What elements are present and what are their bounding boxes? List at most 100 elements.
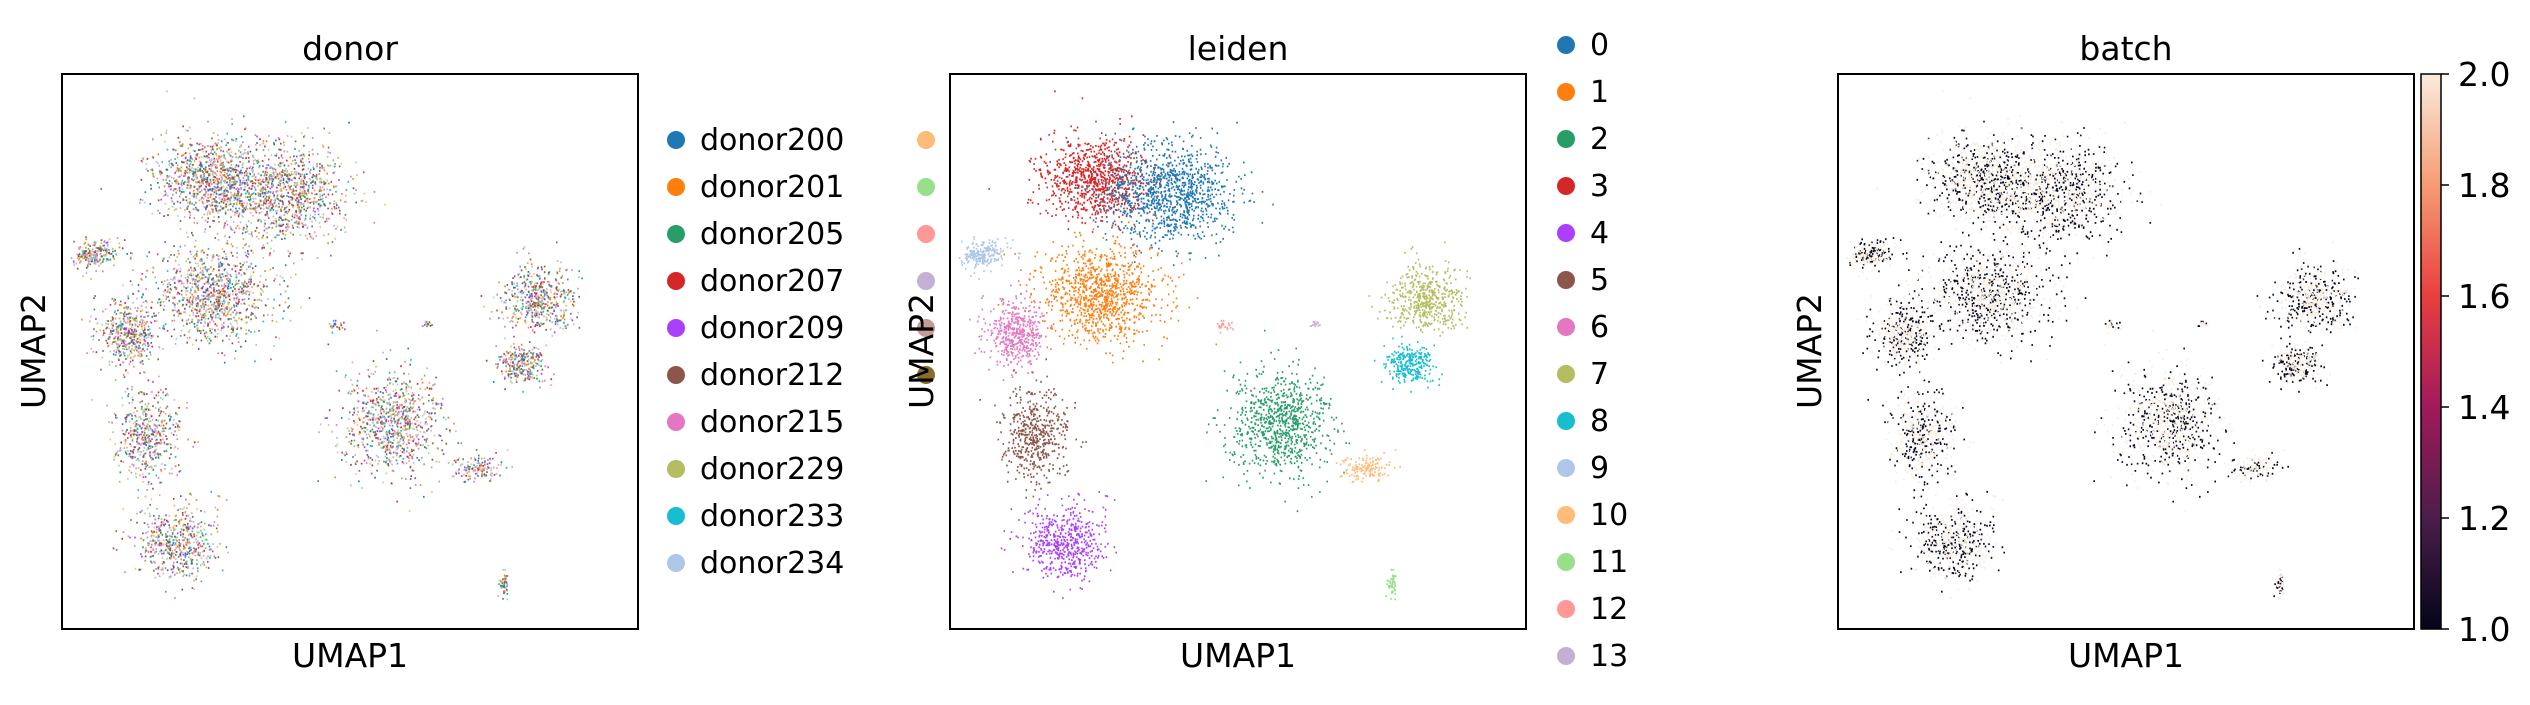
scatter-point-group <box>997 214 1218 364</box>
legend-marker <box>667 178 685 196</box>
legend-label: 7 <box>1590 357 1609 392</box>
legend-label: donor233 <box>700 499 844 534</box>
scatter-point-group <box>78 132 572 589</box>
legend-marker <box>917 131 935 149</box>
scatter-point-group <box>73 118 570 593</box>
legend-marker <box>667 554 685 572</box>
legend-label: 3 <box>1590 169 1609 204</box>
legend-label: donor201 <box>700 170 844 205</box>
leiden-scatter-points <box>958 90 1471 601</box>
scatter-point-group <box>1216 319 1234 334</box>
legend-label: donor205 <box>700 217 844 252</box>
leiden-panel-title: leiden <box>1188 29 1289 68</box>
legend-marker <box>1557 553 1575 571</box>
donor-panel: donor UMAP1 UMAP2 donor200donor201donor2… <box>14 29 935 675</box>
legend-marker <box>1557 459 1575 477</box>
colorbar-tick-label: 1.0 <box>2458 610 2510 649</box>
scatter-point-group <box>969 278 1053 382</box>
scatter-point-group <box>78 121 574 594</box>
scatter-point-group <box>1067 121 1274 267</box>
donor-plot-frame <box>61 73 639 630</box>
scatter-point-group <box>979 358 1087 499</box>
legend-marker <box>1557 130 1575 148</box>
scatter-point-group <box>1205 329 1351 513</box>
legend-label: 0 <box>1590 28 1609 63</box>
legend-label: donor212 <box>700 358 844 393</box>
scatter-point-group <box>1368 241 1471 337</box>
legend-label: 13 <box>1590 639 1628 674</box>
batch-scatter-points <box>1846 90 2359 601</box>
donor-legend: donor200 donor201 donor205 donor207 donor209… <box>667 123 935 581</box>
legend-marker <box>917 366 935 384</box>
batch-x-axis-label: UMAP1 <box>2068 636 2184 675</box>
scatter-point-group <box>1309 320 1321 328</box>
legend-label: 12 <box>1590 592 1628 627</box>
legend-label: 8 <box>1590 404 1609 439</box>
legend-marker <box>667 507 685 525</box>
legend-label: donor200 <box>700 123 844 158</box>
leiden-x-axis-label: UMAP1 <box>1180 636 1296 675</box>
colorbar-tick-label: 1.6 <box>2458 277 2510 316</box>
legend-marker <box>1557 412 1575 430</box>
donor-y-axis-label: UMAP2 <box>14 293 53 409</box>
legend-marker <box>1557 271 1575 289</box>
donor-x-axis-label: UMAP1 <box>292 636 408 675</box>
legend-label: 11 <box>1590 545 1628 580</box>
legend-marker <box>667 131 685 149</box>
legend-label: 5 <box>1590 263 1609 298</box>
scatter-point-group <box>77 120 573 599</box>
legend-marker <box>917 225 935 243</box>
scatter-point-group <box>1335 449 1401 483</box>
colorbar-tick-label: 1.4 <box>2458 388 2510 427</box>
legend-label: 9 <box>1590 451 1609 486</box>
legend-marker <box>1557 506 1575 524</box>
legend-marker <box>1557 600 1575 618</box>
legend-label: donor207 <box>700 264 844 299</box>
legend-label: 6 <box>1590 310 1609 345</box>
colorbar-tick-label: 1.2 <box>2458 499 2510 538</box>
legend-marker <box>917 178 935 196</box>
batch-panel-title: batch <box>2079 29 2172 68</box>
batch-colorbar <box>2420 73 2442 630</box>
legend-marker <box>1557 224 1575 242</box>
batch-panel: batch UMAP1 UMAP2 1.0 1.2 1.4 1.6 1.8 2.0 <box>1790 29 2510 675</box>
scatter-point-group <box>84 138 580 572</box>
legend-marker <box>1557 36 1575 54</box>
legend-label: donor215 <box>700 405 844 440</box>
legend-marker <box>1557 647 1575 665</box>
legend-label: 1 <box>1590 75 1609 110</box>
colorbar-tick-label: 2.0 <box>2458 55 2510 94</box>
legend-marker <box>1557 365 1575 383</box>
batch-plot-frame <box>1837 73 2415 630</box>
scatter-point-group <box>958 236 1021 280</box>
legend-marker <box>667 460 685 478</box>
legend-label: 10 <box>1590 498 1628 533</box>
scatter-point-group <box>1373 335 1443 393</box>
scatter-point-group <box>78 132 570 589</box>
legend-label: 4 <box>1590 216 1609 251</box>
scatter-point-group <box>988 90 1176 252</box>
scatter-point-group <box>70 134 579 573</box>
donor-scatter-points <box>70 90 583 601</box>
legend-marker <box>667 413 685 431</box>
scatter-point-group <box>1385 568 1397 601</box>
donor-panel-title: donor <box>302 29 398 68</box>
batch-colorbar-ticks: 1.0 1.2 1.4 1.6 1.8 2.0 <box>2441 55 2510 649</box>
legend-marker <box>667 319 685 337</box>
legend-marker <box>667 272 685 290</box>
legend-label: donor209 <box>700 311 844 346</box>
legend-marker <box>917 319 935 337</box>
legend-marker <box>667 225 685 243</box>
scatter-point-group <box>1846 90 2357 601</box>
scatter-point-group <box>72 135 581 593</box>
legend-label: donor229 <box>700 452 844 487</box>
scatter-point-group <box>81 137 574 591</box>
batch-y-axis-label: UMAP2 <box>1790 293 1829 409</box>
scatter-point-group <box>1000 490 1117 599</box>
legend-marker <box>667 366 685 384</box>
scatter-point-group <box>87 90 579 590</box>
leiden-y-axis-label: UMAP2 <box>902 293 941 409</box>
colorbar-tick-label: 1.8 <box>2458 166 2510 205</box>
